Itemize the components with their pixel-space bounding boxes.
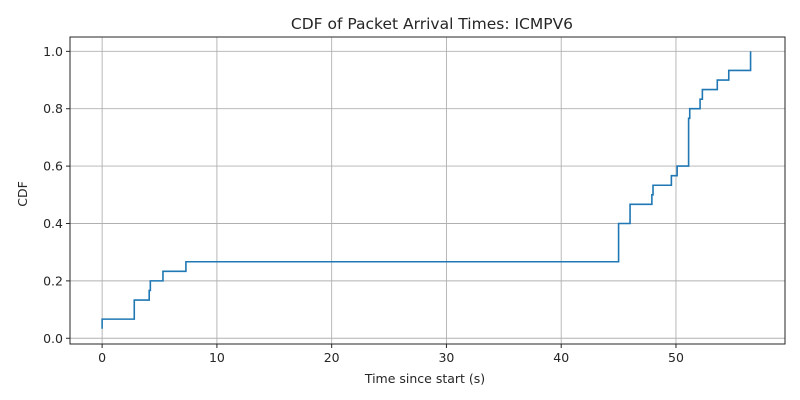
cdf-step-line (101, 51, 752, 329)
series-layer (101, 51, 752, 329)
x-tick-label: 50 (668, 350, 684, 365)
x-tick-label: 0 (98, 350, 106, 365)
y-tick-label: 0.6 (43, 159, 63, 174)
y-tick-label: 0.2 (43, 273, 63, 288)
y-tick-label: 0.8 (43, 101, 63, 116)
x-tick-label: 10 (209, 350, 225, 365)
x-axis-ticks: 0 10 20 30 40 50 (98, 344, 684, 365)
y-tick-label: 1.0 (43, 44, 63, 59)
x-tick-label: 20 (324, 350, 340, 365)
y-axis-label: CDF (15, 181, 30, 207)
x-tick-label: 30 (438, 350, 454, 365)
y-axis-ticks: 0.0 0.2 0.4 0.6 0.8 1.0 (43, 44, 70, 346)
grid (70, 37, 785, 344)
y-tick-label: 0.4 (43, 216, 63, 231)
x-axis-label: Time since start (s) (364, 371, 485, 386)
x-tick-label: 40 (553, 350, 569, 365)
plot-frame (69, 36, 786, 345)
chart-title: CDF of Packet Arrival Times: ICMPV6 (291, 15, 573, 33)
y-tick-label: 0.0 (43, 331, 63, 346)
